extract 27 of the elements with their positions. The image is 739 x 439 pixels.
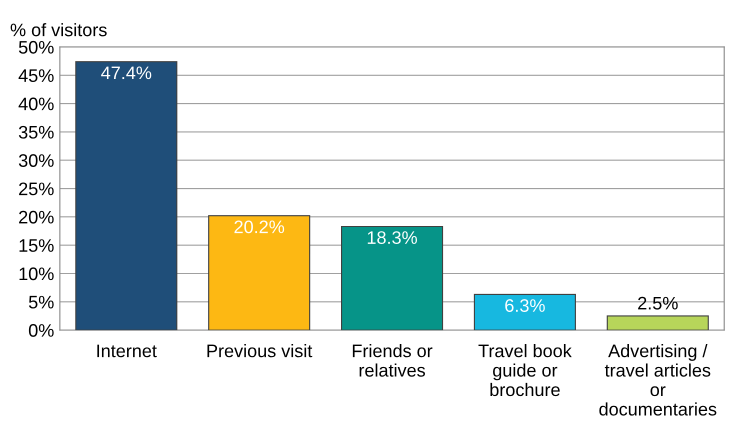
y-tick-label: 50%: [18, 40, 54, 54]
y-tick-label: 10%: [20, 267, 54, 280]
bar: [606, 315, 709, 330]
y-tick-label: 15%: [20, 239, 54, 252]
x-tick-label: Previous visit: [207, 344, 312, 358]
x-tick-label: Friends or relatives: [352, 344, 432, 377]
y-tick-label: 25%: [19, 182, 54, 196]
y-tick-label: 5%: [28, 296, 54, 309]
data-label: 20.2%: [234, 220, 284, 234]
data-label: 6.3%: [505, 299, 545, 312]
x-tick-label: Internet: [97, 344, 157, 358]
y-tick-label: 0%: [28, 324, 54, 337]
x-tick-label: Travel book guide or brochure: [478, 344, 572, 396]
bar: [75, 61, 178, 330]
data-label: 2.5%: [638, 296, 678, 310]
y-tick-label: 40%: [18, 98, 54, 110]
y-axis-title: % of visitors: [10, 23, 107, 36]
y-tick-label: 35%: [18, 126, 54, 139]
bar: [208, 215, 310, 330]
x-tick-label: Advertising / travel articles or documentaries: [599, 344, 716, 416]
bar: [474, 294, 576, 330]
y-tick-label: 30%: [18, 154, 54, 167]
data-label: 18.3%: [368, 231, 417, 244]
y-tick-label: 45%: [18, 69, 54, 82]
y-tick-label: 20%: [19, 210, 54, 224]
bar: [340, 226, 444, 330]
data-label: 47.4%: [101, 66, 152, 80]
